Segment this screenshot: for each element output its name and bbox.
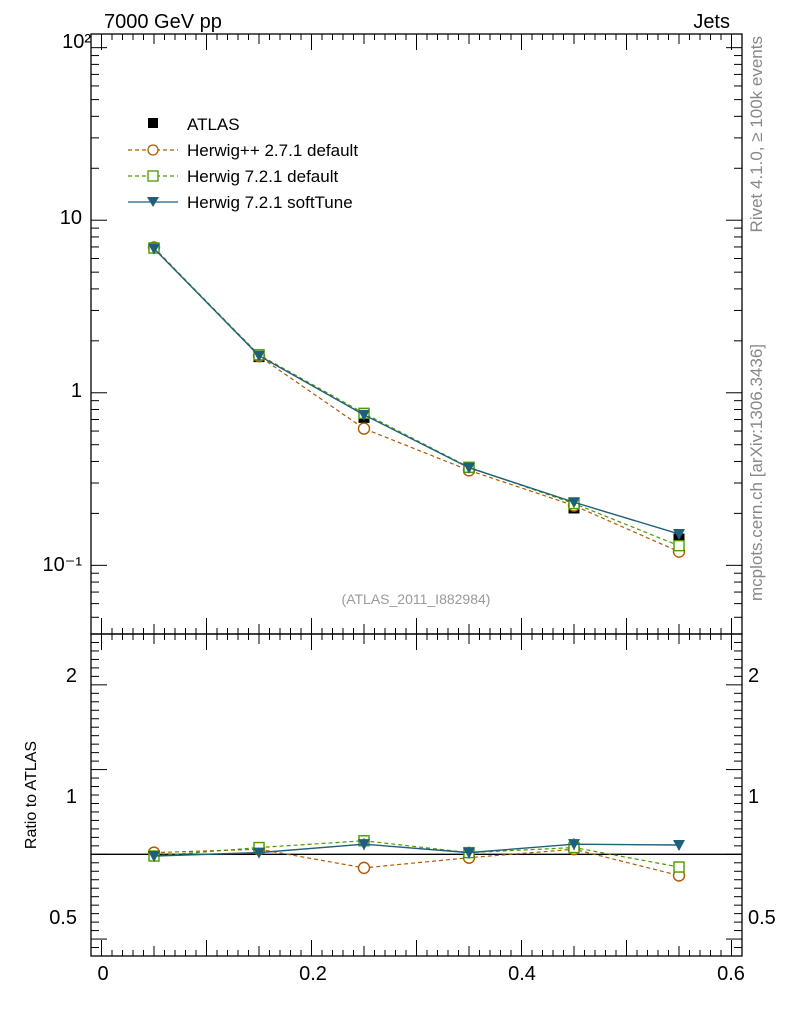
ratio-tick-label-0.5-right: 0.5	[748, 907, 776, 929]
ratio-series-group	[91, 834, 742, 882]
main-point-s3-3	[463, 462, 475, 474]
legend-entry-atlas: ATLAS	[148, 115, 240, 134]
header-right: Jets	[693, 11, 730, 33]
ratio-point-s2-2	[358, 839, 370, 851]
x-tick-label-0.6: 0.6	[717, 963, 745, 985]
ratio-series-line-0	[153, 848, 680, 877]
main-series-line-3	[153, 248, 680, 535]
x-tick-label-0.2: 0.2	[299, 963, 327, 985]
ratio-tick-label-2-right: 2	[748, 665, 759, 687]
ratio-point-s2-4	[568, 839, 580, 851]
y-tick-label-1: 1	[71, 380, 82, 402]
main-series-line-1	[153, 247, 680, 553]
legend-marker-herwig-721-softtune	[147, 197, 159, 207]
main-point-s3-0	[148, 243, 160, 255]
ratio-series-line-2	[153, 843, 680, 857]
legend-marker-herwig-721	[147, 170, 159, 182]
ratio-point-s2-1	[253, 847, 265, 859]
legend-entry-herwig-721-softtune: Herwig 7.2.1 softTune	[128, 193, 353, 212]
main-series-line-2	[153, 247, 680, 547]
rivet-version-text: Rivet 4.1.0, ≥ 100k events	[747, 36, 766, 232]
legend-marker-herwigpp-271	[147, 144, 159, 156]
main-point-s2-5	[673, 539, 685, 552]
ratio-tick-label-0.5: 0.5	[49, 907, 77, 929]
header-left: 7000 GeV pp	[104, 11, 222, 33]
legend-entry-herwigpp-271: Herwig++ 2.7.1 default	[128, 141, 358, 160]
ratio-point-s1-5	[673, 861, 685, 873]
ratio-point-s2-3	[463, 847, 475, 859]
legend-marker-atlas	[148, 118, 158, 128]
x-axis	[101, 34, 732, 956]
legend-label-atlas: ATLAS	[187, 115, 240, 134]
x-tick-label-0: 0	[97, 963, 108, 985]
y-tick-label-100: 10²	[62, 31, 91, 53]
legend-label-herwigpp-271: Herwig++ 2.7.1 default	[187, 141, 358, 160]
ratio-y-axis-label: Ratio to ATLAS	[23, 741, 40, 849]
analysis-watermark: (ATLAS_2011_I882984)	[342, 591, 491, 607]
y-tick-label-0.1: 10⁻¹	[43, 554, 83, 576]
ratio-y-axis	[91, 641, 742, 949]
legend-label-herwig-721-softtune: Herwig 7.2.1 softTune	[187, 193, 353, 212]
main-point-s3-1	[253, 350, 265, 362]
mcplots-source-text: mcplots.cern.ch [arXiv:1306.3436]	[747, 344, 766, 601]
main-series-group	[147, 241, 686, 558]
ratio-point-s2-0	[148, 851, 160, 863]
ratio-plot-frame	[90, 633, 743, 957]
ratio-point-s2-5	[673, 839, 685, 851]
main-point-s1-2	[357, 422, 371, 435]
legend-label-herwig-721: Herwig 7.2.1 default	[187, 167, 338, 186]
main-point-s3-5	[673, 528, 685, 540]
ratio-series-line-1	[153, 840, 680, 868]
main-y-axis	[91, 47, 742, 635]
ratio-tick-label-2: 2	[66, 665, 77, 687]
y-tick-label-10: 10	[60, 207, 82, 229]
main-point-s3-4	[568, 497, 580, 509]
ratio-tick-label-1-right: 1	[748, 786, 759, 808]
main-point-s3-2	[358, 409, 370, 421]
x-tick-label-0.4: 0.4	[508, 963, 536, 985]
ratio-point-s0-2	[357, 861, 371, 875]
legend: ATLAS Herwig++ 2.7.1 default Herwig 7.2.…	[128, 115, 358, 212]
legend-entry-herwig-721: Herwig 7.2.1 default	[128, 167, 338, 186]
ratio-tick-label-1: 1	[66, 786, 77, 808]
